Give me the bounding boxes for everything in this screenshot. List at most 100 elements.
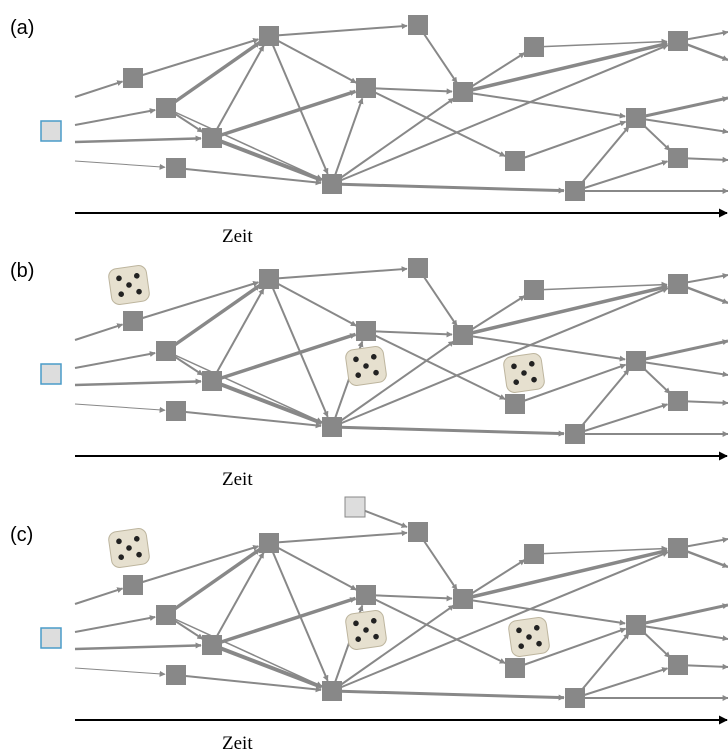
edge — [211, 288, 265, 382]
edge — [635, 339, 728, 363]
node — [166, 665, 186, 685]
die-pip — [133, 273, 140, 279]
node — [668, 31, 688, 51]
edge — [175, 674, 322, 693]
node — [408, 15, 428, 35]
edge — [74, 135, 202, 144]
start-node — [40, 627, 62, 649]
die-pip — [353, 356, 359, 363]
edge — [175, 167, 322, 186]
edge — [74, 323, 124, 341]
edge — [462, 334, 626, 362]
edge — [132, 37, 260, 79]
node — [356, 78, 376, 98]
edge — [164, 40, 261, 110]
die-pip — [136, 551, 142, 558]
edge — [211, 552, 265, 646]
edge — [211, 332, 357, 383]
die — [345, 610, 387, 650]
edge — [132, 544, 260, 586]
edge — [462, 41, 668, 94]
edge — [74, 667, 166, 677]
edge — [165, 107, 323, 181]
panel: (b) Zeit — [10, 258, 728, 490]
node — [356, 585, 376, 605]
edge — [74, 642, 202, 651]
start-node — [40, 120, 62, 142]
axis-label: Zeit — [222, 469, 253, 490]
edge — [331, 182, 565, 194]
edge — [462, 52, 526, 93]
node — [156, 341, 176, 361]
edge — [462, 284, 668, 337]
node — [453, 82, 473, 102]
node — [668, 148, 688, 168]
die-pip — [363, 363, 369, 369]
node — [408, 522, 428, 542]
edge — [365, 87, 453, 95]
node — [524, 544, 544, 564]
edge — [331, 97, 364, 185]
die — [108, 528, 150, 568]
edge — [365, 594, 506, 665]
edge — [211, 379, 323, 425]
edge — [74, 108, 156, 126]
node — [524, 280, 544, 300]
edge — [268, 278, 357, 327]
edge — [514, 363, 627, 405]
node — [202, 128, 222, 148]
die-pip — [536, 640, 542, 647]
edge — [331, 551, 669, 692]
edge — [365, 87, 506, 158]
edge — [635, 624, 728, 642]
edge — [365, 330, 453, 338]
node — [259, 533, 279, 553]
edge — [331, 287, 669, 428]
node — [408, 258, 428, 278]
die-pip — [118, 554, 125, 560]
node — [156, 98, 176, 118]
edge — [268, 35, 329, 175]
edge — [268, 542, 329, 682]
die-pip — [118, 291, 125, 297]
die-pip — [531, 376, 537, 383]
die-pip — [116, 275, 122, 282]
edge — [533, 38, 668, 48]
node — [668, 274, 688, 294]
edge — [211, 596, 357, 647]
node — [524, 37, 544, 57]
die-pip — [528, 361, 535, 367]
edge — [574, 125, 630, 192]
node — [166, 401, 186, 421]
edge — [331, 44, 669, 185]
edge — [331, 340, 455, 428]
die-pip — [355, 372, 362, 378]
edge — [462, 548, 668, 601]
edge — [165, 614, 323, 688]
node — [626, 615, 646, 635]
start-node — [344, 496, 366, 518]
edge — [211, 45, 265, 139]
node — [202, 635, 222, 655]
die-pip — [518, 643, 525, 649]
die-pip — [370, 354, 377, 360]
edge — [462, 559, 526, 600]
edge — [74, 587, 124, 605]
edge — [462, 91, 626, 119]
edge — [74, 403, 166, 413]
edge — [331, 689, 565, 701]
edge — [74, 615, 156, 633]
edge — [635, 117, 728, 135]
die-pip — [126, 545, 132, 551]
die — [508, 617, 550, 657]
edge — [331, 604, 455, 692]
node — [668, 391, 688, 411]
edge — [211, 643, 323, 689]
die-pip — [136, 288, 142, 295]
node — [259, 26, 279, 46]
edge — [331, 97, 455, 185]
edge — [635, 360, 728, 378]
edge — [211, 89, 357, 140]
die-pip — [370, 618, 377, 624]
